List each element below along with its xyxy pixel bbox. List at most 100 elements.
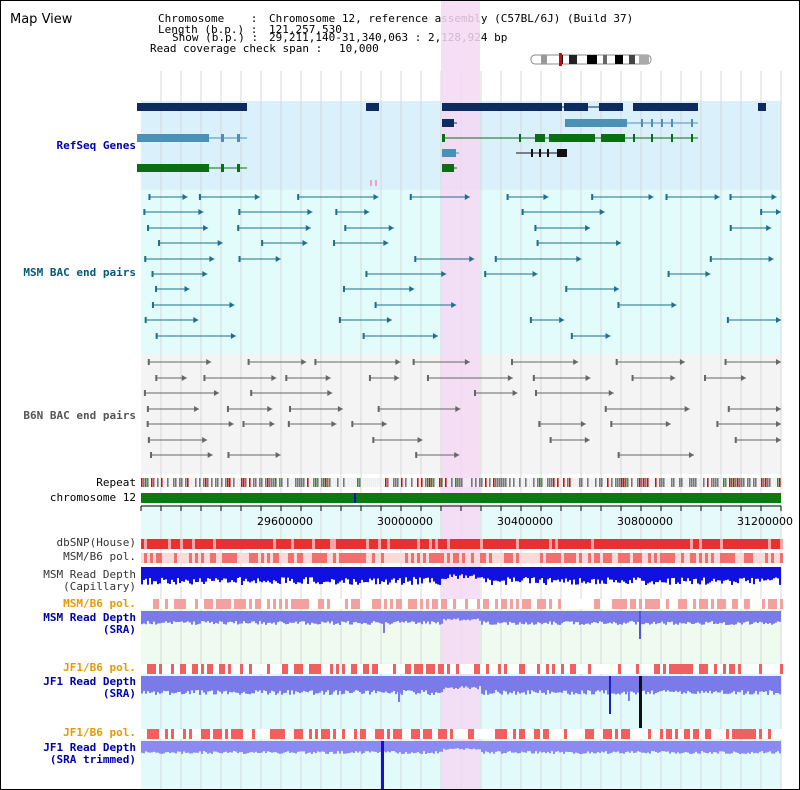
repeat-mark	[407, 478, 409, 487]
jf1-b6-pol-cell	[141, 664, 144, 674]
jf1-trim-depth	[647, 741, 649, 753]
jf1-b6-pol-cell	[570, 664, 573, 674]
jf1-b6-pol-trim-cell	[522, 729, 525, 739]
msm-b6-pol-sra-cell	[681, 599, 684, 609]
msm-sra-depth	[241, 611, 243, 624]
repeat-mark	[201, 478, 203, 487]
jf1-sra-depth	[699, 676, 701, 694]
jf1-trim-depth	[463, 741, 465, 750]
msm-b6-pol-cell	[378, 553, 381, 563]
msm-b6-pol-cell	[759, 553, 762, 563]
repeat-mark	[301, 478, 303, 487]
jf1-b6-pol-cell	[777, 664, 780, 674]
jf1-sra-depth	[271, 676, 273, 691]
msm-capillary-depth	[747, 567, 749, 581]
msm-b6-pol-sra-cell	[699, 599, 702, 609]
jf1-sra-depth	[427, 676, 429, 695]
msm-sra-depth	[365, 611, 367, 624]
dbsnp-cell	[201, 539, 204, 549]
jf1-trim-depth	[399, 741, 401, 753]
jf1-sra-depth	[763, 676, 765, 693]
msm-b6-pol-cell	[171, 553, 174, 563]
jf1-sra-depth	[223, 676, 225, 692]
msm-b6-pol-cell	[300, 553, 303, 563]
msm-capillary-depth	[765, 567, 767, 581]
msm-sra-depth	[277, 611, 279, 623]
msm-b6-pol-sra-cell	[315, 599, 318, 609]
dbsnp-cell	[174, 539, 177, 549]
repeat-mark	[349, 478, 351, 487]
msm-sra-depth	[283, 611, 285, 624]
b6n-bac-pair-end	[269, 421, 275, 427]
repeat-mark	[547, 478, 549, 487]
msm-b6-pol-sra-cell	[735, 599, 738, 609]
msm-sra-depth	[623, 611, 625, 623]
repeat-mark	[163, 478, 165, 487]
jf1-sra-depth	[741, 676, 743, 691]
dbsnp-cell	[366, 539, 369, 549]
msm-sra-depth	[685, 611, 687, 624]
msm-sra-depth	[517, 611, 519, 625]
repeat-mark	[285, 478, 287, 487]
msm-capillary-depth	[151, 567, 153, 585]
msm-sra-depth	[375, 611, 377, 623]
msm-capillary-depth	[551, 567, 553, 583]
repeat-mark	[611, 478, 613, 487]
b6n-bac-pair-end	[267, 406, 273, 412]
msm-capillary-depth	[141, 567, 143, 585]
msm-capillary-depth	[243, 567, 245, 581]
msm-b6-pol-sra-cell	[621, 599, 624, 609]
jf1-b6-pol-cell	[612, 664, 615, 674]
msm-b6-pol-cell	[267, 553, 270, 563]
repeat-mark	[259, 478, 261, 487]
jf1-trim-depth	[311, 741, 313, 754]
jf1-sra-depth	[441, 676, 443, 693]
jf1-trim-depth	[457, 741, 459, 749]
chromosome-ideogram[interactable]	[529, 53, 655, 67]
msm-b6-pol-cell	[693, 553, 696, 563]
coverage-label: Read coverage check span :	[150, 42, 323, 55]
repeat-mark	[497, 478, 499, 487]
dbsnp-cell	[384, 539, 387, 549]
msm-bac-pair-end	[605, 333, 611, 339]
jf1-sra-depth	[395, 676, 397, 695]
msm-bac-pair-end	[667, 271, 670, 277]
jf1-b6-pol-cell	[549, 664, 552, 674]
msm-b6-pol-sra-cell	[507, 599, 510, 609]
msm-capillary-depth	[335, 567, 337, 585]
msm-b6-pol-sra-cell	[585, 599, 588, 609]
jf1-sra-depth	[269, 676, 271, 693]
jf1-trim-depth	[749, 741, 751, 754]
msm-capillary-depth	[195, 567, 197, 583]
dbsnp-cell	[261, 539, 264, 549]
jf1-trim-depth	[241, 741, 243, 753]
jf1-sra-depth	[493, 676, 495, 694]
jf1-b6-pol-trim-cell	[270, 729, 273, 739]
msm-sra-depth	[237, 611, 239, 625]
msm-b6-pol-cell	[657, 553, 660, 563]
jf1-trim-depth	[629, 741, 631, 753]
jf1-b6-pol-cell	[630, 664, 633, 674]
msm-capillary-depth	[297, 567, 299, 583]
dbsnp-cell	[339, 539, 342, 549]
b6n-bac-pair-end	[368, 375, 371, 381]
dbsnp-cell	[456, 539, 459, 549]
jf1-b6-pol-trim-cell	[402, 729, 405, 739]
dbsnp-label: dbSNP(House)	[56, 536, 136, 549]
jf1-sra-depth	[289, 676, 291, 695]
repeat-mark	[657, 478, 659, 487]
b6n-bac-pair-end	[688, 452, 694, 458]
msm-b6-pol-cell	[246, 553, 249, 563]
repeat-mark	[511, 478, 513, 487]
jf1-trim-depth	[687, 741, 689, 753]
msm-b6-pol-sra-cell	[666, 599, 669, 609]
msm-sra-depth	[353, 611, 355, 623]
msm-sra-depth	[537, 611, 539, 623]
jf1-sra-depth	[607, 676, 609, 695]
repeat-mark	[777, 478, 779, 487]
jf1-sra-depth	[525, 676, 527, 695]
jf1-b6-pol-cell	[240, 664, 243, 674]
msm-capillary-depth	[157, 567, 159, 585]
jf1-b6-pol-trim-cell	[645, 729, 648, 739]
